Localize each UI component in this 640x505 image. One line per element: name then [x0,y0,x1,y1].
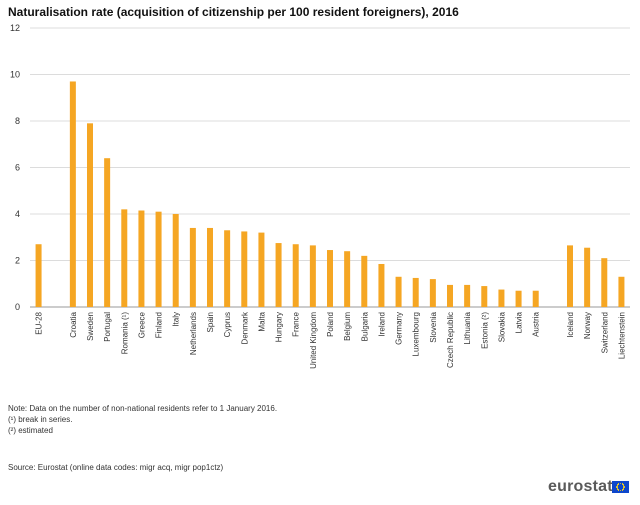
bar [584,247,591,307]
x-tick-label: Netherlands [189,312,198,355]
x-tick-label: Spain [206,312,215,332]
x-tick-label: Germany [395,312,404,345]
x-tick-label: EU-28 [35,311,44,334]
bar [104,158,111,307]
eu-star-icon [622,484,625,486]
eu-star-icon [623,486,625,488]
eu-star-icon [616,484,619,486]
bar [378,263,385,307]
eu-star-icon [619,489,622,492]
source-note: Source: Eurostat (online data codes: mig… [8,463,224,472]
x-tick-label: Luxembourg [412,312,421,356]
bar [395,276,402,307]
note-break-in-series: (¹) break in series. [8,415,73,424]
bar [292,244,299,307]
bar [567,245,573,307]
x-tick-label: Belgium [343,312,352,341]
bar [447,284,453,307]
y-tick-label: 0 [15,302,20,312]
x-tick-label: Sweden [86,312,95,341]
x-tick-label: France [292,311,301,336]
eu-star-icon [621,489,624,491]
x-tick-label: Ireland [377,312,386,336]
y-tick-label: 10 [10,70,20,80]
x-tick-label: Hungary [275,312,284,342]
eu-star-icon [616,488,619,490]
eurostat-logo: eurostat [548,478,613,495]
y-tick-label: 12 [10,23,20,33]
x-tick-label: Malta [257,311,266,331]
bar [35,244,42,307]
note-estimated: (²) estimated [8,426,53,435]
x-tick-label: Latvia [515,311,524,333]
x-tick-label: Estonia (²) [480,312,489,349]
x-tick-label: Denmark [240,311,249,344]
x-tick-label: Cyprus [223,312,232,337]
bar [429,279,436,307]
bar [275,243,282,307]
x-tick-label: United Kingdom [309,312,318,369]
bar [138,210,145,307]
bar [327,250,333,307]
x-tick-label: Poland [326,312,335,337]
y-axis-ticks: 0 2 4 6 8 10 12 [10,23,20,312]
x-axis-ticks: EU-28 Croatia Sweden Portugal Romania (¹) Gre… [35,311,627,369]
x-tick-label: Greece [137,311,146,338]
x-tick-label: Lithuania [463,311,472,344]
x-tick-label: Portugal [103,312,112,342]
x-tick-label: Italy [172,312,181,327]
bar [258,232,265,307]
bar [412,277,419,307]
eu-star-icon [617,489,620,491]
y-tick-label: 4 [15,209,20,219]
chart-title: Naturalisation rate (acquisition of citi… [8,5,459,19]
x-tick-label: Norway [583,312,592,339]
y-tick-label: 8 [15,116,20,126]
x-tick-label: Switzerland [600,312,609,353]
bar [498,289,505,307]
bar [601,258,608,307]
bar [224,230,231,307]
note-data: Note: Data on the number of non-national… [8,404,278,413]
bar [69,81,76,307]
x-tick-label: Liechtenstein [617,312,626,359]
bar [309,245,316,307]
bar [532,290,539,307]
bar [172,214,179,307]
eu-flag-icon [612,481,629,493]
eu-star-icon [617,483,620,485]
bar [189,227,196,307]
x-tick-label: Slovakia [497,311,506,342]
chart-notes: Note: Data on the number of non-national… [8,403,277,436]
bar-chart: 0 2 4 6 8 10 12 EU-28 Croatia Sweden Portugal Roma… [10,23,630,369]
bar [155,211,162,307]
bar [344,251,351,307]
x-tick-label: Iceland [566,312,575,338]
bar [481,286,488,307]
bar [361,255,368,307]
x-tick-label: Czech Republic [446,312,455,368]
bar [207,227,213,307]
x-tick-label: Bulgaria [360,311,369,341]
eu-star-icon [619,482,622,485]
y-tick-label: 6 [15,163,20,173]
eu-star-icon [622,488,625,490]
bars [35,81,625,307]
x-tick-label: Romania (¹) [120,312,129,355]
eu-star-icon [621,483,624,485]
bar [241,231,248,307]
bar [515,290,522,307]
bar [121,209,128,307]
y-tick-label: 2 [15,256,20,266]
x-tick-label: Finland [155,312,164,338]
bar [87,123,93,307]
bar [618,276,625,307]
eu-star-icon [616,486,618,488]
x-tick-label: Slovenia [429,311,438,342]
x-tick-label: Austria [532,311,541,336]
x-tick-label: Croatia [69,311,78,337]
bar [464,284,471,307]
